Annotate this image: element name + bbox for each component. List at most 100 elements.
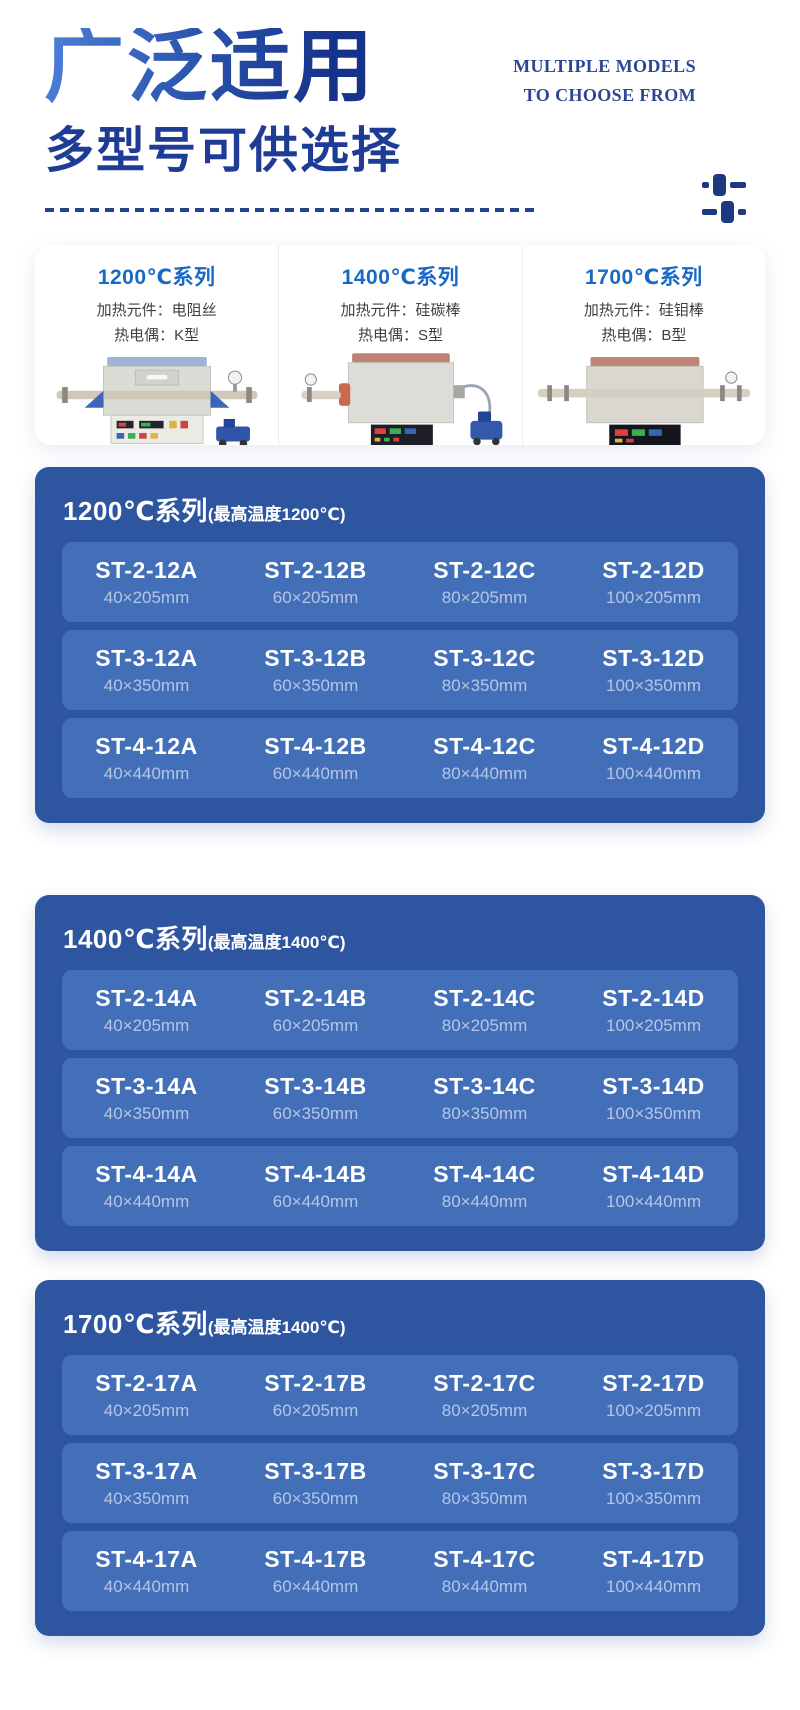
model-name: ST-4-17A <box>95 1545 198 1572</box>
model-size: 40×440mm <box>103 1576 190 1596</box>
model-cell: ST-2-17B 60×205mm <box>231 1370 400 1421</box>
model-cell: ST-3-17D 100×350mm <box>569 1458 738 1509</box>
model-size: 80×350mm <box>441 1488 528 1508</box>
model-cell: ST-4-17A 40×440mm <box>62 1546 231 1597</box>
model-size: 60×350mm <box>272 1103 359 1123</box>
model-cell: ST-3-14C 80×350mm <box>400 1073 569 1124</box>
heating-element: 加热元件：硅碳棒 <box>340 302 461 319</box>
model-cell: ST-3-17A 40×350mm <box>62 1458 231 1509</box>
slider-row-top <box>702 174 746 196</box>
model-name: ST-2-17D <box>602 1369 705 1396</box>
model-size: 60×205mm <box>272 1400 359 1420</box>
model-size: 80×205mm <box>441 587 528 607</box>
model-name: ST-3-12C <box>433 644 536 671</box>
model-name: ST-3-17B <box>264 1457 367 1484</box>
model-cell: ST-2-12C 80×205mm <box>400 557 569 608</box>
model-cell: ST-4-12B 60×440mm <box>231 733 400 784</box>
model-size: 100×440mm <box>606 1576 701 1596</box>
tagline-line1: MULTIPLE MODELS <box>513 56 696 76</box>
model-size: 60×350mm <box>272 675 359 695</box>
model-size: 80×205mm <box>441 1400 528 1420</box>
model-size: 80×440mm <box>441 763 528 783</box>
model-size: 80×440mm <box>441 1191 528 1211</box>
model-size: 60×440mm <box>272 763 359 783</box>
model-row: ST-4-17A 40×440mm ST-4-17B 60×440mm ST-4-1… <box>62 1531 738 1611</box>
tagline-line2: TO CHOOSE FROM <box>523 85 696 105</box>
model-cell: ST-2-17C 80×205mm <box>400 1370 569 1421</box>
model-size: 80×350mm <box>441 1103 528 1123</box>
panel-heading: 1700℃系列(最高温度1400℃) <box>35 1280 765 1341</box>
model-size: 60×205mm <box>272 587 359 607</box>
model-name: ST-3-17C <box>433 1457 536 1484</box>
model-name: ST-2-12D <box>602 556 705 583</box>
model-name: ST-2-17C <box>433 1369 536 1396</box>
panel-subtitle: (最高温度1400℃) <box>207 1318 346 1337</box>
heating-element: 加热元件：硅钼棒 <box>583 302 704 319</box>
model-name: ST-2-17B <box>264 1369 367 1396</box>
model-size: 40×440mm <box>103 1191 190 1211</box>
model-size: 100×205mm <box>606 1400 701 1420</box>
panel-title: 1700℃系列 <box>63 1309 208 1339</box>
thermocouple: 热电偶：B型 <box>601 327 687 344</box>
model-cell: ST-4-14A 40×440mm <box>62 1161 231 1212</box>
model-cell: ST-4-14C 80×440mm <box>400 1161 569 1212</box>
furnace-image-1700 <box>523 351 765 445</box>
model-size: 40×350mm <box>103 675 190 695</box>
model-name: ST-4-14D <box>602 1160 705 1187</box>
model-cell: ST-4-12C 80×440mm <box>400 733 569 784</box>
page-title: 广泛适用 <box>44 24 376 112</box>
model-size: 80×350mm <box>441 675 528 695</box>
model-row: ST-2-17A 40×205mm ST-2-17B 60×205mm ST-2-1… <box>62 1355 738 1435</box>
tagline: MULTIPLE MODELS TO CHOOSE FROM <box>513 52 696 110</box>
page-subtitle: 多型号可供选择 <box>45 123 403 178</box>
model-cell: ST-2-14B 60×205mm <box>231 985 400 1036</box>
model-cell: ST-2-12D 100×205mm <box>569 557 738 608</box>
panel-1700-series: 1700℃系列(最高温度1400℃) ST-2-17A 40×205mm ST-2… <box>35 1280 765 1636</box>
model-name: ST-4-12B <box>264 732 367 759</box>
model-cell: ST-2-14D 100×205mm <box>569 985 738 1036</box>
model-name: ST-4-17C <box>433 1545 536 1572</box>
model-cell: ST-4-17D 100×440mm <box>569 1546 738 1597</box>
series-column-1700: 1700℃系列 加热元件：硅钼棒 热电偶：B型 <box>521 245 765 445</box>
series-specs: 加热元件：电阻丝 热电偶：K型 <box>35 298 278 348</box>
model-name: ST-2-14B <box>264 984 367 1011</box>
model-row: ST-4-12A 40×440mm ST-4-12B 60×440mm ST-4-1… <box>62 718 738 798</box>
panel-heading: 1200℃系列(最高温度1200℃) <box>35 467 765 528</box>
model-size: 100×350mm <box>606 675 701 695</box>
model-name: ST-3-12B <box>264 644 367 671</box>
model-cell: ST-2-17D 100×205mm <box>569 1370 738 1421</box>
model-cell: ST-3-12D 100×350mm <box>569 645 738 696</box>
model-size: 40×205mm <box>103 1400 190 1420</box>
model-cell: ST-4-17C 80×440mm <box>400 1546 569 1597</box>
model-size: 100×350mm <box>606 1103 701 1123</box>
model-row: ST-3-12A 40×350mm ST-3-12B 60×350mm ST-3-1… <box>62 630 738 710</box>
model-name: ST-4-12D <box>602 732 705 759</box>
model-cell: ST-3-17C 80×350mm <box>400 1458 569 1509</box>
model-cell: ST-3-14B 60×350mm <box>231 1073 400 1124</box>
model-name: ST-3-17A <box>95 1457 198 1484</box>
model-cell: ST-4-12A 40×440mm <box>62 733 231 784</box>
model-name: ST-3-14C <box>433 1072 536 1099</box>
model-name: ST-2-17A <box>95 1369 198 1396</box>
model-name: ST-2-14C <box>433 984 536 1011</box>
model-name: ST-4-17D <box>602 1545 705 1572</box>
thermocouple: 热电偶：S型 <box>357 327 443 344</box>
model-cell: ST-3-14D 100×350mm <box>569 1073 738 1124</box>
model-cell: ST-2-14C 80×205mm <box>400 985 569 1036</box>
model-row: ST-2-12A 40×205mm ST-2-12B 60×205mm ST-2-1… <box>62 542 738 622</box>
model-row: ST-2-14A 40×205mm ST-2-14B 60×205mm ST-2-1… <box>62 970 738 1050</box>
model-size: 60×350mm <box>272 1488 359 1508</box>
model-size: 40×205mm <box>103 587 190 607</box>
model-cell: ST-4-17B 60×440mm <box>231 1546 400 1597</box>
model-cell: ST-3-12B 60×350mm <box>231 645 400 696</box>
series-title: 1400℃系列 <box>341 266 460 289</box>
model-cell: ST-4-14D 100×440mm <box>569 1161 738 1212</box>
model-size: 40×440mm <box>103 763 190 783</box>
model-size: 60×440mm <box>272 1191 359 1211</box>
model-name: ST-2-12A <box>95 556 198 583</box>
model-name: ST-3-17D <box>602 1457 705 1484</box>
model-name: ST-4-17B <box>264 1545 367 1572</box>
model-name: ST-3-14D <box>602 1072 705 1099</box>
slider-row-bottom <box>702 201 746 223</box>
model-row: ST-3-14A 40×350mm ST-3-14B 60×350mm ST-3-1… <box>62 1058 738 1138</box>
